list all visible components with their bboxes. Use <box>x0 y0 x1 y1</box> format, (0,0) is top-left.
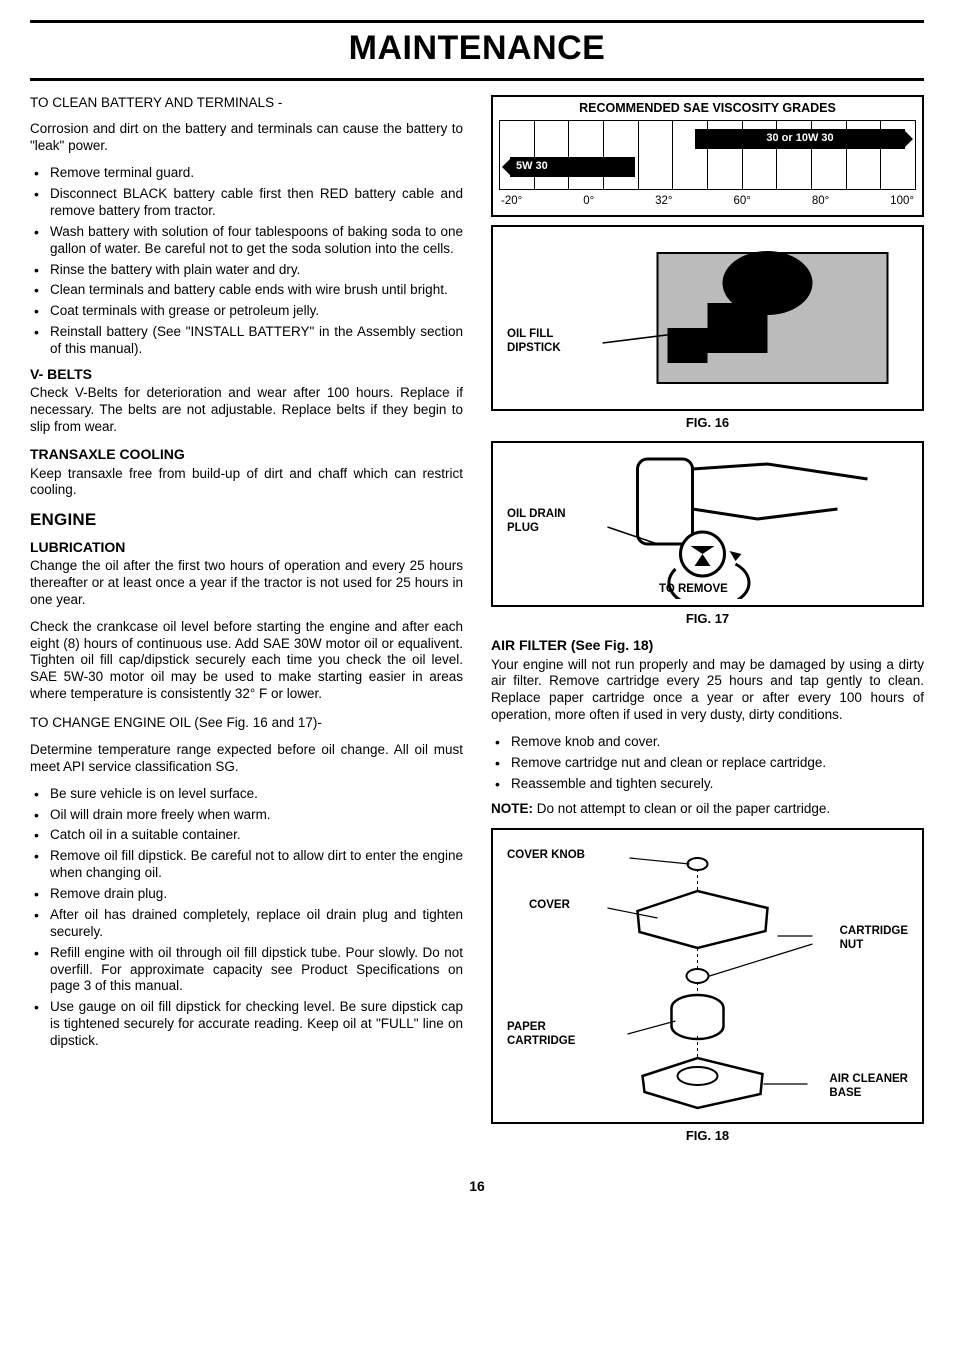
viscosity-tick-labels: -20° 0° 32° 60° 80° 100° <box>499 194 916 208</box>
right-column: RECOMMENDED SAE VISCOSITY GRADES 30 or 1… <box>491 95 924 1154</box>
figure-17-diagram: OIL DRAIN PLUG TO REMOVE <box>499 449 916 599</box>
tick-label: 32° <box>655 194 672 208</box>
figure-17-box: OIL DRAIN PLUG TO REMOVE <box>491 441 924 607</box>
viscosity-grid: 30 or 10W 30 5W 30 <box>499 120 916 190</box>
fig18-label-air-cleaner: AIR CLEANER <box>829 1072 908 1086</box>
fig18-label-cover-knob: COVER KNOB <box>507 848 585 862</box>
tick-label: 80° <box>812 194 829 208</box>
battery-steps: Remove terminal guard. Disconnect BLACK … <box>30 165 463 358</box>
list-item: Reassemble and tighten securely. <box>491 776 924 793</box>
air-filter-heading: AIR FILTER (See Fig. 18) <box>491 637 924 655</box>
fig18-label-cover: COVER <box>529 898 570 912</box>
engine-heading: ENGINE <box>30 509 463 530</box>
list-item: Coat terminals with grease or petroleum … <box>30 303 463 320</box>
two-column-layout: TO CLEAN BATTERY AND TERMINALS - Corrosi… <box>30 95 924 1154</box>
list-item: Remove terminal guard. <box>30 165 463 182</box>
viscosity-chart: RECOMMENDED SAE VISCOSITY GRADES 30 or 1… <box>491 95 924 217</box>
list-item: Be sure vehicle is on level surface. <box>30 786 463 803</box>
figure-17-caption: FIG. 17 <box>491 611 924 627</box>
tick-label: 0° <box>583 194 594 208</box>
fig16-label-oil-fill: OIL FILL <box>507 327 561 341</box>
page-title: MAINTENANCE <box>30 25 924 74</box>
change-oil-intro: Determine temperature range expected bef… <box>30 742 463 776</box>
fig17-label-to-remove: TO REMOVE <box>659 582 728 596</box>
fig18-label-paper-cartridge: CARTRIDGE <box>507 1034 575 1048</box>
note-text: Do not attempt to clean or oil the paper… <box>537 801 830 816</box>
figure-16-diagram: OIL FILL DIPSTICK <box>499 233 916 403</box>
fig16-label-dipstick: DIPSTICK <box>507 341 561 355</box>
list-item: Remove cartridge nut and clean or replac… <box>491 755 924 772</box>
rule-bottom <box>30 78 924 81</box>
figure-18-box: COVER KNOB COVER CARTRIDGE NUT PAPER CAR… <box>491 828 924 1124</box>
transaxle-text: Keep transaxle free from build-up of dir… <box>30 466 463 500</box>
fig17-label-oil-drain: OIL DRAIN <box>507 507 566 521</box>
viscosity-bar-low: 5W 30 <box>510 157 635 177</box>
figure-16-box: OIL FILL DIPSTICK <box>491 225 924 411</box>
figure-18-diagram: COVER KNOB COVER CARTRIDGE NUT PAPER CAR… <box>499 836 916 1116</box>
tick-label: 100° <box>890 194 914 208</box>
note-label: NOTE: <box>491 801 533 816</box>
list-item: Disconnect BLACK battery cable first the… <box>30 186 463 220</box>
list-item: After oil has drained completely, replac… <box>30 907 463 941</box>
list-item: Oil will drain more freely when warm. <box>30 807 463 824</box>
air-filter-steps: Remove knob and cover. Remove cartridge … <box>491 734 924 793</box>
page-number: 16 <box>30 1178 924 1196</box>
tick-label: 60° <box>733 194 750 208</box>
change-oil-heading: TO CHANGE ENGINE OIL (See Fig. 16 and 17… <box>30 715 463 732</box>
list-item: Remove drain plug. <box>30 886 463 903</box>
vbelts-text: Check V-Belts for deterioration and wear… <box>30 385 463 436</box>
fig18-label-cartridge: CARTRIDGE <box>840 924 908 938</box>
list-item: Remove oil fill dipstick. Be careful not… <box>30 848 463 882</box>
lubrication-heading: LUBRICATION <box>30 539 463 557</box>
list-item: Use gauge on oil fill dipstick for check… <box>30 999 463 1050</box>
fig17-label-plug: PLUG <box>507 521 566 535</box>
list-item: Rinse the battery with plain water and d… <box>30 262 463 279</box>
list-item: Clean terminals and battery cable ends w… <box>30 282 463 299</box>
lubrication-p2: Check the crankcase oil level before sta… <box>30 619 463 703</box>
rule-top <box>30 20 924 23</box>
lubrication-p1: Change the oil after the first two hours… <box>30 558 463 609</box>
list-item: Remove knob and cover. <box>491 734 924 751</box>
figure-16-caption: FIG. 16 <box>491 415 924 431</box>
tick-label: -20° <box>501 194 522 208</box>
viscosity-title: RECOMMENDED SAE VISCOSITY GRADES <box>499 101 916 117</box>
battery-heading: TO CLEAN BATTERY AND TERMINALS - <box>30 95 463 112</box>
fig18-label-nut: NUT <box>840 938 908 952</box>
change-oil-steps: Be sure vehicle is on level surface. Oil… <box>30 786 463 1050</box>
list-item: Reinstall battery (See "INSTALL BATTERY"… <box>30 324 463 358</box>
battery-intro: Corrosion and dirt on the battery and te… <box>30 121 463 155</box>
left-column: TO CLEAN BATTERY AND TERMINALS - Corrosi… <box>30 95 463 1154</box>
list-item: Wash battery with solution of four table… <box>30 224 463 258</box>
fig18-label-base: BASE <box>829 1086 908 1100</box>
figure-18-caption: FIG. 18 <box>491 1128 924 1144</box>
transaxle-heading: TRANSAXLE COOLING <box>30 446 463 464</box>
fig18-label-paper: PAPER <box>507 1020 575 1034</box>
list-item: Refill engine with oil through oil fill … <box>30 945 463 996</box>
viscosity-bar-high: 30 or 10W 30 <box>695 129 905 149</box>
air-filter-note: NOTE: Do not attempt to clean or oil the… <box>491 801 924 818</box>
list-item: Catch oil in a suitable container. <box>30 827 463 844</box>
air-filter-p1: Your engine will not run properly and ma… <box>491 657 924 725</box>
vbelts-heading: V- BELTS <box>30 366 463 384</box>
